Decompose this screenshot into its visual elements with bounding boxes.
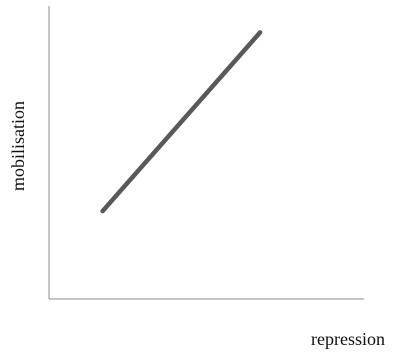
series-layer: [103, 32, 261, 211]
y-axis-label: mobilisation: [8, 101, 28, 191]
x-axis-label: repression: [311, 329, 385, 349]
series-line-0: [103, 32, 261, 211]
